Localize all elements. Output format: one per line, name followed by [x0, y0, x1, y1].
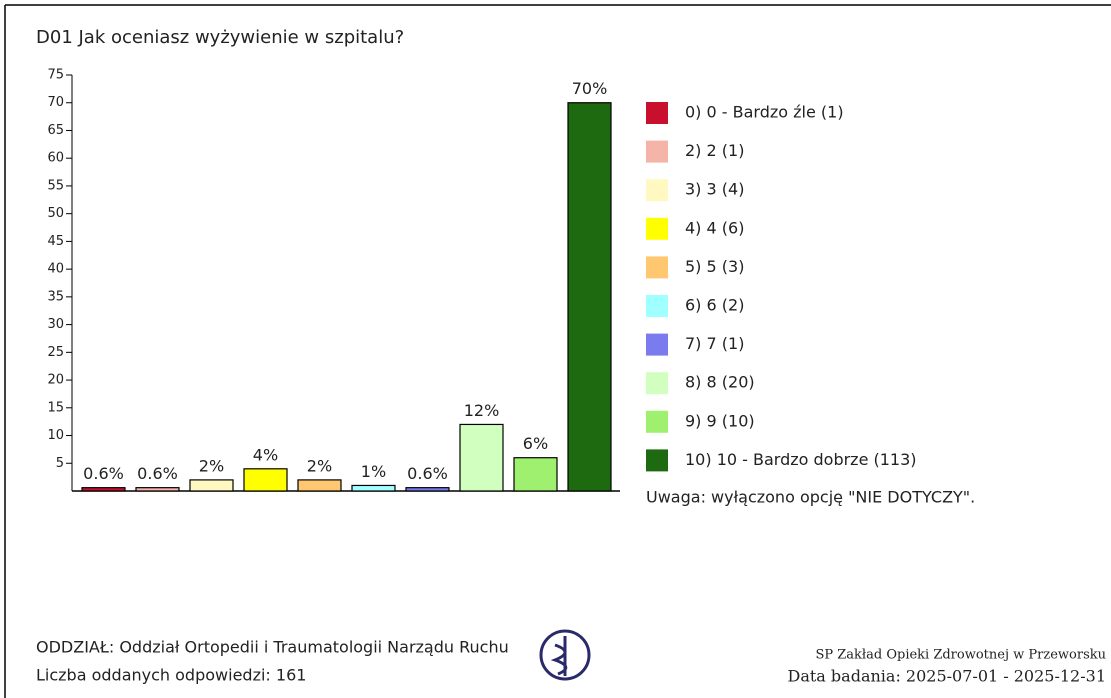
y-tick-label: 45 — [47, 234, 64, 249]
legend-label: 0) 0 - Bardzo źle (1) — [685, 103, 844, 122]
y-tick-label: 60 — [47, 151, 64, 166]
value-label: 2% — [307, 456, 332, 475]
bar — [459, 423, 504, 492]
bar — [297, 479, 342, 492]
legend-label: 4) 4 (6) — [685, 218, 744, 237]
y-tick-label: 55 — [47, 178, 64, 193]
bar — [405, 487, 450, 492]
legend-swatch — [646, 295, 668, 317]
footer-department: ODDZIAŁ: Oddział Ortopedii i Traumatolog… — [36, 638, 509, 657]
y-tick-label: 35 — [47, 289, 64, 304]
y-tick-label: 30 — [47, 317, 64, 332]
y-tick-label: 40 — [47, 262, 64, 277]
bar — [135, 487, 180, 492]
legend-swatch — [646, 256, 668, 279]
value-label: 12% — [464, 401, 500, 420]
footer-date: Data badania: 2025-07-01 - 2025-12-31 — [788, 667, 1107, 686]
footer-institution: SP Zakład Opieki Zdrowotnej w Przeworsku — [815, 648, 1106, 663]
y-tick-label: 25 — [47, 345, 64, 360]
logo — [539, 629, 591, 681]
legend-label: 6) 6 (2) — [685, 296, 744, 315]
bar — [189, 479, 234, 492]
legend-label: 8) 8 (20) — [685, 373, 755, 392]
legend-swatch — [646, 140, 668, 163]
note: Uwaga: wyłączono opcję "NIE DOTYCZY". — [646, 488, 975, 507]
y-tick-label: 75 — [47, 68, 64, 83]
y-tick-label: 10 — [47, 428, 64, 443]
value-label: 4% — [253, 445, 278, 464]
value-label: 1% — [361, 462, 386, 481]
value-label: 0.6% — [137, 464, 178, 483]
value-label: 70% — [572, 79, 608, 98]
footer-count: Liczba oddanych odpowiedzi: 161 — [36, 666, 306, 685]
y-tick-label: 15 — [47, 400, 64, 415]
legend-label: 10) 10 - Bardzo dobrze (113) — [685, 450, 917, 469]
value-label: 0.6% — [407, 464, 448, 483]
value-label: 0.6% — [83, 464, 124, 483]
value-label: 2% — [199, 456, 224, 475]
legend-swatch — [646, 449, 668, 472]
y-tick-label: 50 — [47, 206, 64, 221]
legend-swatch — [646, 179, 668, 202]
legend-swatch — [646, 410, 668, 433]
legend-label: 5) 5 (3) — [685, 257, 744, 276]
legend-swatch — [646, 372, 668, 395]
legend-label: 3) 3 (4) — [685, 180, 744, 199]
bar — [513, 457, 558, 492]
legend-label: 7) 7 (1) — [685, 334, 744, 353]
bar — [243, 468, 288, 492]
bar — [81, 487, 126, 492]
y-tick-label: 5 — [56, 456, 64, 471]
legend-swatch — [646, 217, 668, 240]
y-tick-label: 20 — [47, 373, 64, 388]
legend-swatch — [646, 333, 668, 356]
legend-label: 9) 9 (10) — [685, 411, 755, 430]
y-tick-label: 70 — [47, 95, 64, 110]
legend-label: 2) 2 (1) — [685, 141, 744, 160]
legend-swatch — [646, 102, 668, 124]
logo-symbol — [550, 636, 568, 676]
logo-ring — [539, 629, 591, 681]
bar — [567, 102, 612, 492]
bar — [351, 484, 396, 492]
y-tick-label: 65 — [47, 123, 64, 138]
value-label: 6% — [523, 434, 548, 453]
chart-title: D01 Jak oceniasz wyżywienie w szpitalu? — [36, 27, 404, 48]
